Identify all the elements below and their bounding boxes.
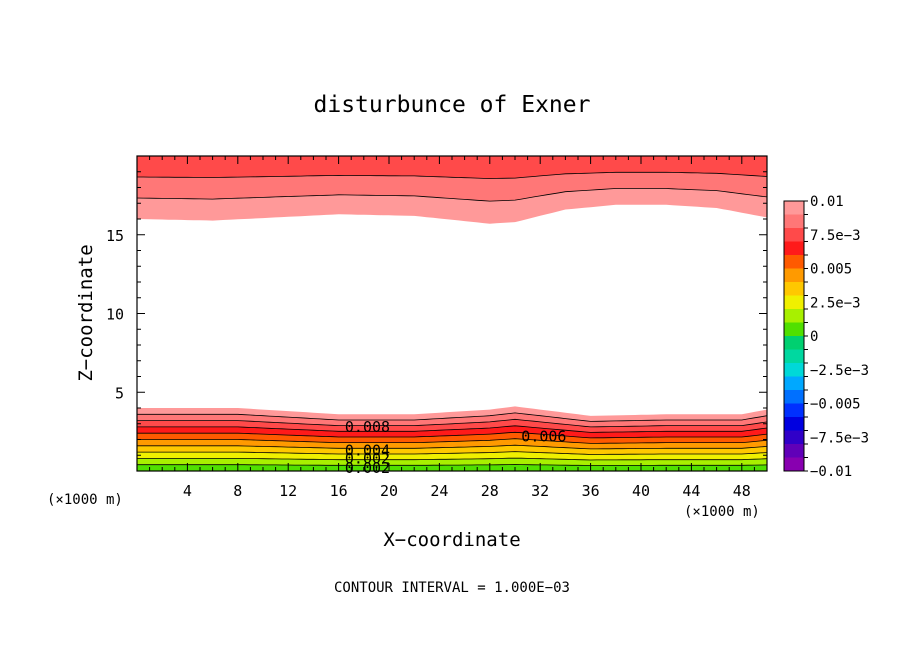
contour-label: 0.002 — [345, 449, 390, 467]
contour-label: 0.002 — [345, 459, 390, 477]
colorbar-swatch — [784, 390, 804, 404]
colorbar-label: −7.5e−3 — [810, 430, 869, 446]
colorbar-swatch — [784, 322, 804, 337]
colorbar-swatch — [784, 295, 804, 310]
colorbar-swatch — [784, 309, 804, 323]
y-tick-label: 5 — [115, 384, 124, 402]
x-tick-label: 8 — [233, 482, 242, 500]
contour-field — [137, 156, 767, 471]
colorbar-label: −2.5e−3 — [810, 363, 869, 379]
x-tick-labels: 4 8 12 16 20 24 28 32 36 40 44 48 — [183, 482, 751, 500]
x-tick-label: 12 — [279, 482, 297, 500]
colorbar-label: −0.005 — [810, 397, 861, 413]
top-band-2 — [137, 156, 767, 179]
x-unit-right: (×1000 m) — [684, 504, 760, 520]
bottom-contour-3 — [137, 425, 768, 433]
bottom-contour-9 — [137, 464, 768, 466]
contour-label: 0.004 — [345, 442, 390, 460]
x-tick-label: 40 — [632, 482, 650, 500]
colorbar-swatch — [784, 444, 804, 458]
colorbar-swatch — [784, 349, 804, 364]
y-tick-labels: 5 10 15 — [106, 227, 124, 402]
colorbar-swatch — [784, 255, 804, 269]
contour-interval-note: CONTOUR INTERVAL = 1.000E−03 — [334, 580, 570, 596]
bottom-contour-5 — [137, 438, 768, 444]
bottom-contour-4 — [137, 431, 768, 439]
x-tick-label: 24 — [430, 482, 448, 500]
contour-lines — [136, 171, 768, 466]
colorbar-swatch — [784, 457, 804, 472]
x-tick-label: 4 — [183, 482, 192, 500]
colorbar — [783, 200, 808, 472]
x-unit-left: (×1000 m) — [47, 492, 123, 508]
chart-title: disturbunce of Exner — [314, 92, 591, 118]
colorbar-labels: 0.01 7.5e−3 0.005 2.5e−3 0 −2.5e−3 −0.005 −7.5e… — [810, 194, 869, 480]
top-contour-2 — [137, 171, 768, 180]
colorbar-swatch — [784, 376, 804, 391]
colorbar-swatch — [784, 430, 804, 445]
x-tick-label: 36 — [582, 482, 600, 500]
colorbar-label: 0.005 — [810, 262, 852, 278]
colorbar-swatch — [784, 228, 804, 242]
bottom-contour-2 — [137, 418, 768, 428]
colorbar-swatch — [784, 363, 804, 377]
colorbar-frame — [783, 200, 805, 472]
colorbar-label: 2.5e−3 — [810, 295, 861, 311]
y-axis-label: Z−coordinate — [75, 244, 97, 381]
colorbar-label: 0.01 — [810, 194, 844, 210]
bottom-contour-8 — [137, 457, 768, 461]
colorbar-swatch — [784, 336, 804, 350]
x-tick-label: 32 — [531, 482, 549, 500]
colorbar-swatch — [784, 241, 804, 256]
colorbar-swatch — [784, 403, 804, 418]
y-tick-label: 15 — [106, 227, 124, 245]
x-tick-label: 16 — [330, 482, 348, 500]
x-tick-label: 20 — [380, 482, 398, 500]
x-tick-label: 48 — [733, 482, 751, 500]
colorbar-swatch — [784, 201, 804, 215]
bottom-contour-6 — [137, 444, 768, 450]
x-axis-label: X−coordinate — [383, 529, 520, 551]
contour-label: 0.006 — [521, 427, 566, 445]
bottom-contour-7 — [137, 451, 768, 455]
axis-ticks — [137, 156, 767, 471]
bottom-contour-1 — [137, 412, 768, 422]
x-tick-label: 44 — [682, 482, 700, 500]
colorbar-swatch — [784, 282, 804, 296]
y-tick-label: 10 — [106, 306, 124, 324]
colorbar-swatch — [784, 268, 804, 283]
colorbar-swatch — [784, 214, 804, 229]
top-contour-1 — [136, 188, 768, 202]
colorbar-swatch — [784, 417, 804, 431]
contour-label: 0.008 — [345, 418, 390, 436]
colorbar-label: 0 — [810, 329, 818, 345]
colorbar-label: 7.5e−3 — [810, 228, 861, 244]
x-tick-label: 28 — [481, 482, 499, 500]
colorbar-label: −0.01 — [810, 464, 852, 480]
